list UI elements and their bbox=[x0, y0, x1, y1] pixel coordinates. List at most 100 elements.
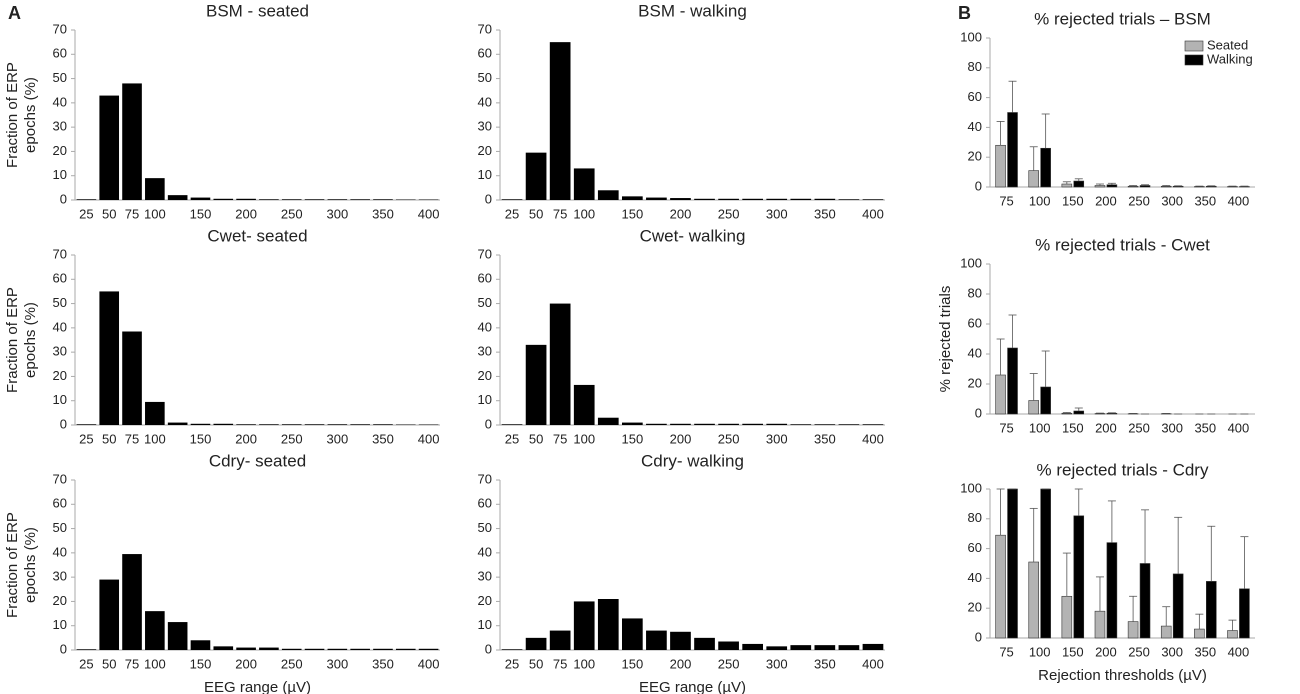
x-tick-label: 400 bbox=[418, 656, 440, 671]
y-tick-label: 20 bbox=[53, 368, 67, 383]
x-tick-label: 25 bbox=[79, 206, 93, 221]
bar bbox=[621, 196, 643, 200]
bar bbox=[122, 554, 142, 650]
bar bbox=[501, 649, 523, 650]
x-tick-label: 400 bbox=[862, 431, 884, 446]
y-tick-label: 60 bbox=[53, 46, 67, 61]
x-tick-label: 50 bbox=[102, 206, 116, 221]
bar bbox=[1160, 625, 1172, 639]
error-bar bbox=[1074, 178, 1083, 182]
x-tick-label: 300 bbox=[766, 656, 788, 671]
y-tick-label: 30 bbox=[53, 569, 67, 584]
y-tick-label: 80 bbox=[968, 510, 982, 525]
x-tick-label: 300 bbox=[326, 206, 348, 221]
bar bbox=[259, 199, 279, 200]
y-tick-label: 20 bbox=[478, 368, 492, 383]
x-tick-label: 25 bbox=[505, 431, 519, 446]
y-tick-label: 40 bbox=[968, 119, 982, 134]
bar bbox=[501, 424, 523, 425]
y-tick-label: 0 bbox=[975, 405, 982, 420]
error-bar bbox=[1162, 606, 1171, 627]
bar bbox=[814, 198, 836, 200]
error-bar bbox=[1228, 619, 1237, 631]
bar bbox=[1172, 185, 1184, 188]
x-tick-label: 50 bbox=[529, 656, 543, 671]
x-tick-label: 25 bbox=[505, 206, 519, 221]
y-tick-label: 10 bbox=[53, 617, 67, 632]
error-bar bbox=[1129, 595, 1138, 622]
error-bar bbox=[1129, 185, 1138, 187]
y-tick-label: 20 bbox=[53, 593, 67, 608]
bar bbox=[766, 423, 788, 425]
bar bbox=[1194, 628, 1205, 639]
bar bbox=[304, 424, 325, 425]
x-tick-label: 150 bbox=[1062, 193, 1084, 208]
bar bbox=[190, 640, 211, 650]
x-tick-label: 300 bbox=[1161, 420, 1183, 435]
y-tick-label: 60 bbox=[968, 315, 982, 330]
x-tick-label: 250 bbox=[1128, 644, 1150, 659]
y-tick-label: 100 bbox=[960, 29, 982, 44]
y-tick-label: 60 bbox=[53, 271, 67, 286]
y-tick-label: 80 bbox=[968, 59, 982, 74]
bar bbox=[281, 424, 302, 425]
y-tick-label: 100 bbox=[960, 480, 982, 495]
bar bbox=[814, 645, 836, 650]
y-axis-label: Fraction of ERP bbox=[4, 512, 21, 618]
bar bbox=[1007, 347, 1018, 415]
y-tick-label: 0 bbox=[975, 629, 982, 644]
y-tick-label: 40 bbox=[478, 544, 492, 559]
error-bar bbox=[1074, 488, 1083, 516]
y-tick-label: 70 bbox=[53, 246, 67, 261]
error-bar bbox=[1062, 552, 1071, 597]
x-tick-label: 100 bbox=[573, 206, 595, 221]
chart-title: Cwet- walking bbox=[640, 226, 746, 245]
x-tick-label: 200 bbox=[1095, 193, 1117, 208]
bar bbox=[766, 198, 788, 200]
x-tick-label: 100 bbox=[573, 656, 595, 671]
legend-label: Walking bbox=[1207, 51, 1253, 66]
x-tick-label: 200 bbox=[1095, 644, 1117, 659]
bar bbox=[1227, 630, 1238, 639]
bar bbox=[1040, 386, 1051, 415]
bar bbox=[549, 630, 571, 650]
y-tick-label: 50 bbox=[53, 70, 67, 85]
x-tick-label: 75 bbox=[125, 206, 139, 221]
chart-title: Cdry- seated bbox=[209, 451, 306, 470]
y-tick-label: 20 bbox=[968, 600, 982, 615]
x-tick-label: 350 bbox=[372, 656, 394, 671]
bar bbox=[259, 424, 279, 425]
y-tick-label: 40 bbox=[968, 345, 982, 360]
bar bbox=[1028, 400, 1039, 415]
error-bar bbox=[1008, 314, 1017, 348]
x-tick-label: 75 bbox=[553, 431, 567, 446]
bar bbox=[236, 198, 256, 200]
error-bar bbox=[1029, 146, 1038, 171]
y-axis-label: Fraction of ERP bbox=[4, 287, 21, 393]
bar bbox=[573, 384, 595, 425]
bar bbox=[1139, 563, 1151, 639]
x-tick-label: 250 bbox=[281, 656, 303, 671]
error-bar bbox=[1240, 536, 1249, 589]
x-tick-label: 150 bbox=[190, 656, 212, 671]
error-bar bbox=[1095, 576, 1104, 612]
y-tick-label: 10 bbox=[478, 617, 492, 632]
bar bbox=[350, 648, 370, 650]
bar bbox=[350, 424, 370, 425]
x-tick-label: 150 bbox=[621, 206, 643, 221]
bar bbox=[145, 401, 165, 425]
chart-title: Cdry- walking bbox=[641, 451, 744, 470]
bar bbox=[1061, 595, 1073, 639]
bar bbox=[1106, 542, 1118, 639]
bar bbox=[838, 424, 860, 425]
y-axis-label: epochs (%) bbox=[22, 527, 39, 603]
x-tick-label: 100 bbox=[144, 656, 166, 671]
y-tick-label: 0 bbox=[60, 191, 67, 206]
bar bbox=[790, 198, 812, 200]
y-tick-label: 60 bbox=[478, 46, 492, 61]
chart-title: % rejected trials - Cwet bbox=[1035, 235, 1210, 254]
x-tick-label: 75 bbox=[999, 420, 1013, 435]
bar bbox=[790, 424, 812, 425]
x-tick-label: 400 bbox=[418, 206, 440, 221]
